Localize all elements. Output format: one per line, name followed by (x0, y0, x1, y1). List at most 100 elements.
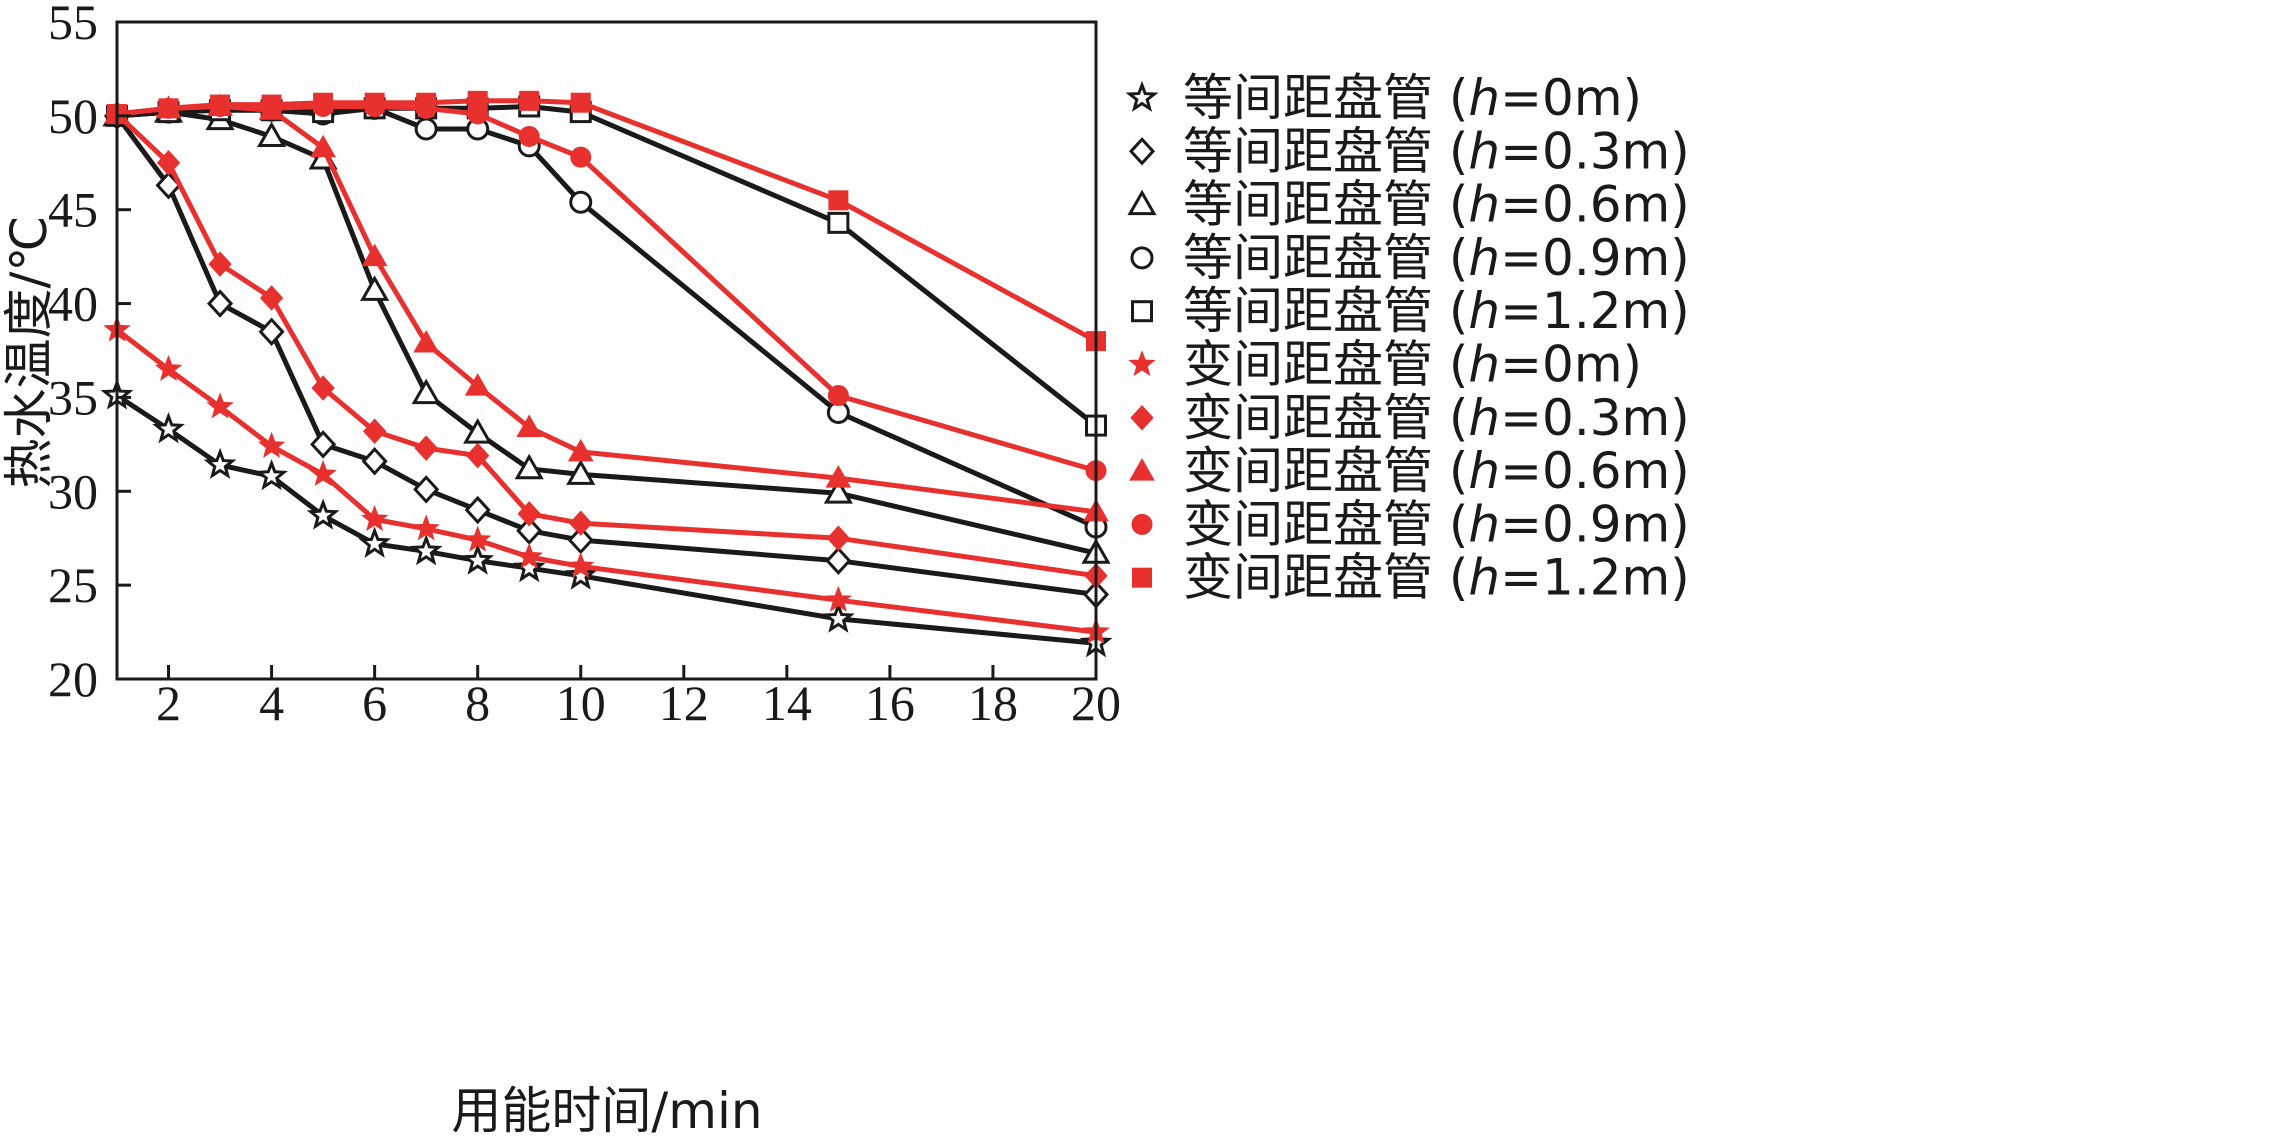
legend-marker-circle (1131, 513, 1153, 535)
series-line (115, 112, 1097, 579)
legend-item: 等间距盘管 (h=0.3m) (1128, 122, 1690, 180)
x-tick-label: 4 (259, 675, 284, 731)
series-line (115, 327, 1097, 635)
legend-item: 等间距盘管 (h=0m) (1125, 69, 1642, 127)
data-point-star (152, 412, 185, 444)
data-point-square (467, 90, 488, 111)
legend-label-main: 变间距盘管 ( (1183, 442, 1468, 500)
data-point-star (306, 498, 340, 530)
data-point-square (261, 94, 282, 115)
legend-label-main: 等间距盘管 ( (1183, 176, 1468, 234)
data-point-star (409, 534, 443, 566)
legend-label-variable: h (1468, 389, 1500, 447)
legend-label-value: =1.2m) (1500, 549, 1690, 607)
legend-marker-square (1131, 300, 1153, 323)
data-point-diamond (207, 289, 234, 318)
x-tick-label: 12 (659, 675, 709, 731)
y-tick-label: 55 (48, 0, 98, 50)
data-point-square (570, 92, 591, 113)
data-point-triangle (516, 414, 543, 437)
y-axis: 20 25 30 35 40 45 50 55 (48, 0, 131, 707)
legend-label-value: =0.6m) (1500, 442, 1690, 500)
data-point-star (567, 551, 595, 579)
data-point-star (463, 525, 492, 552)
legend-label-variable: h (1468, 442, 1500, 500)
data-point-triangle (567, 438, 594, 462)
data-point-diamond (466, 442, 490, 469)
legend-label-variable: h (1468, 69, 1500, 127)
data-point-star (512, 550, 546, 583)
series-line (115, 393, 1097, 646)
legend-label-value: =0m) (1500, 336, 1642, 394)
legend-label-main: 变间距盘管 ( (1183, 336, 1468, 394)
legend-label: 变间距盘管 (h=1.2m) (1183, 549, 1690, 607)
data-point-diamond (259, 285, 284, 311)
x-tick-label: 20 (1071, 675, 1121, 731)
series-line (116, 105, 1098, 530)
series-line (114, 114, 1097, 597)
legend-marker-triangle (1127, 189, 1157, 216)
data-point-diamond (517, 501, 541, 527)
series-1 (100, 378, 1113, 658)
data-point-triangle (464, 373, 491, 396)
x-tick-label: 18 (968, 675, 1018, 731)
data-point-diamond (567, 525, 594, 555)
legend-label: 等间距盘管 (h=0.3m) (1183, 122, 1690, 180)
legend-label-main: 等间距盘管 ( (1183, 122, 1468, 180)
x-tick-label: 14 (762, 675, 812, 731)
data-point-diamond (362, 418, 387, 444)
data-point-square (416, 92, 437, 113)
data-point-star (412, 514, 440, 541)
data-point-diamond (569, 510, 593, 536)
data-point-diamond (310, 430, 337, 459)
y-tick-label: 50 (48, 88, 98, 144)
legend-label: 等间距盘管 (h=0m) (1183, 69, 1642, 127)
data-point-star (206, 392, 234, 419)
legend-label-value: =0.3m) (1500, 389, 1690, 447)
x-tick-label: 2 (156, 675, 181, 731)
legend-label-value: =1.2m) (1500, 282, 1690, 340)
data-point-triangle (361, 243, 388, 267)
data-point-star (824, 585, 853, 612)
data-point-star (564, 558, 598, 590)
data-point-diamond (826, 525, 851, 551)
y-tick-label: 30 (48, 463, 98, 519)
legend-item: 变间距盘管 (h=0.9m) (1131, 495, 1690, 553)
data-point-circle (414, 117, 438, 141)
legend-item: 变间距盘管 (h=0.6m) (1129, 442, 1690, 500)
data-point-triangle (413, 329, 440, 353)
x-tick-label: 10 (556, 675, 606, 731)
data-point-triangle (256, 121, 287, 148)
data-point-diamond (413, 475, 440, 504)
data-point-diamond (156, 150, 181, 176)
data-point-diamond (825, 546, 852, 575)
legend-label-variable: h (1468, 229, 1500, 287)
legend-label-value: =0m) (1500, 69, 1642, 127)
series-line (116, 104, 1098, 428)
x-axis-title: 用能时间/min (451, 1082, 762, 1140)
legend-label-main: 变间距盘管 ( (1183, 495, 1468, 553)
series-6 (103, 315, 1110, 644)
legend-label-variable: h (1468, 495, 1500, 553)
series-10 (107, 90, 1106, 352)
data-point-circle (827, 385, 849, 407)
legend-label-value: =0.9m) (1500, 229, 1690, 287)
data-point-star (821, 601, 855, 633)
legend-marker-star (1128, 350, 1156, 377)
legend-item: 等间距盘管 (h=0.9m) (1130, 229, 1690, 287)
data-point-square (364, 92, 385, 113)
series-8 (104, 93, 1109, 522)
legend-marker-diamond (1130, 405, 1154, 431)
data-point-star (358, 526, 392, 558)
legend-label-main: 变间距盘管 ( (1183, 549, 1468, 607)
legend-label-variable: h (1468, 549, 1500, 607)
legend: 等间距盘管 (h=0m)等间距盘管 (h=0.3m)等间距盘管 (h=0.6m)… (1125, 69, 1690, 607)
legend-label: 等间距盘管 (h=1.2m) (1183, 282, 1690, 340)
data-point-diamond (311, 375, 335, 401)
plot-frame (115, 20, 1098, 681)
legend-label-value: =0.3m) (1500, 122, 1690, 180)
legend-label-variable: h (1468, 122, 1500, 180)
legend-item: 等间距盘管 (h=0.6m) (1127, 176, 1690, 234)
data-point-triangle (566, 459, 596, 485)
